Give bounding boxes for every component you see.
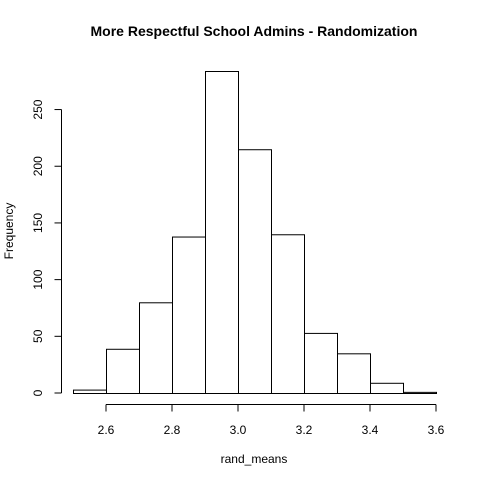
histogram-bar-9 xyxy=(371,383,404,393)
y-tick-label: 0 xyxy=(31,389,45,396)
histogram-bar-7 xyxy=(305,333,338,393)
x-tick-label: 3.0 xyxy=(230,423,247,437)
x-axis-title: rand_means xyxy=(221,452,288,466)
histogram-bar-10 xyxy=(404,392,437,393)
histogram-bar-6 xyxy=(272,235,305,394)
x-tick-label: 2.6 xyxy=(98,423,115,437)
x-tick-label: 3.4 xyxy=(362,423,379,437)
y-tick-label: 150 xyxy=(31,213,45,233)
histogram-bar-1 xyxy=(107,349,140,393)
y-axis-title: Frequency xyxy=(2,203,16,260)
x-tick-label: 3.6 xyxy=(428,423,445,437)
x-tick-label: 3.2 xyxy=(296,423,313,437)
y-tick-label: 250 xyxy=(31,99,45,119)
histogram-bar-5 xyxy=(239,150,272,394)
histogram-bar-0 xyxy=(74,390,107,393)
histogram-bar-8 xyxy=(338,354,371,394)
bars-group xyxy=(74,72,437,394)
x-axis: 2.6 2.8 3.0 3.2 3.4 3.6 xyxy=(98,405,445,438)
histogram-bar-4 xyxy=(206,72,239,394)
histogram-bar-3 xyxy=(173,237,206,393)
x-tick-label: 2.8 xyxy=(164,423,181,437)
y-tick-label: 200 xyxy=(31,156,45,176)
histogram-bar-2 xyxy=(140,303,173,394)
y-axis: 0 50 100 150 200 250 xyxy=(31,99,62,396)
y-tick-label: 100 xyxy=(31,269,45,289)
y-tick-label: 50 xyxy=(31,329,45,343)
chart-title: More Respectful School Admins - Randomiz… xyxy=(91,23,418,39)
